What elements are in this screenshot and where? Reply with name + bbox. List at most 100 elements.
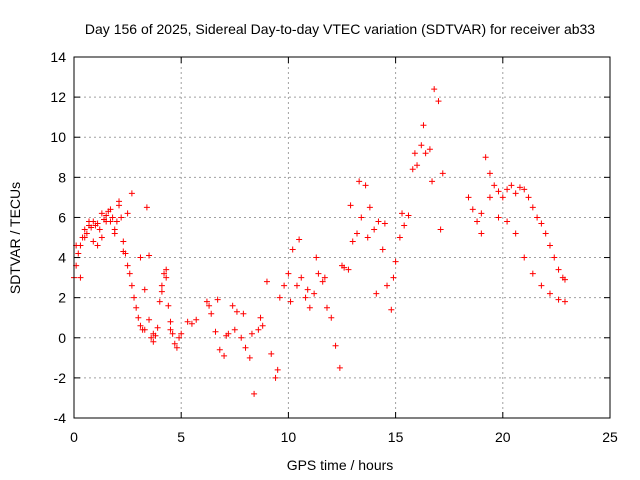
data-point bbox=[366, 204, 373, 211]
data-point bbox=[302, 294, 309, 301]
data-point bbox=[233, 308, 240, 315]
data-point bbox=[135, 314, 142, 321]
data-point bbox=[437, 226, 444, 233]
data-point bbox=[128, 282, 135, 289]
data-point bbox=[83, 230, 90, 237]
data-point bbox=[148, 334, 155, 341]
data-point bbox=[124, 262, 131, 269]
data-point bbox=[495, 188, 502, 195]
data-point bbox=[137, 322, 144, 329]
data-point bbox=[120, 238, 127, 245]
data-point bbox=[111, 230, 118, 237]
data-point bbox=[474, 218, 481, 225]
data-point bbox=[137, 254, 144, 261]
grid bbox=[74, 57, 610, 418]
data-point bbox=[214, 296, 221, 303]
x-tick-label: 0 bbox=[70, 429, 78, 445]
data-point bbox=[281, 282, 288, 289]
data-point bbox=[103, 218, 110, 225]
data-point bbox=[143, 204, 150, 211]
data-point bbox=[546, 242, 553, 249]
data-point bbox=[304, 286, 311, 293]
data-point bbox=[426, 146, 433, 153]
data-point bbox=[221, 352, 228, 359]
data-point bbox=[276, 294, 283, 301]
data-point bbox=[529, 270, 536, 277]
data-point bbox=[339, 262, 345, 269]
data-point bbox=[96, 226, 103, 233]
data-point bbox=[133, 304, 140, 311]
data-point bbox=[118, 214, 125, 221]
data-point bbox=[384, 282, 391, 289]
data-point bbox=[354, 230, 361, 237]
data-point bbox=[176, 334, 183, 341]
data-point bbox=[315, 270, 322, 277]
data-point bbox=[321, 274, 328, 281]
data-point bbox=[124, 210, 131, 217]
data-point bbox=[512, 230, 519, 237]
data-point bbox=[188, 320, 195, 327]
data-point bbox=[113, 218, 120, 225]
data-point bbox=[298, 274, 305, 281]
data-point bbox=[414, 162, 421, 169]
data-point bbox=[231, 326, 238, 333]
data-point bbox=[465, 194, 472, 201]
y-tick-label: -4 bbox=[54, 410, 67, 426]
x-tick-label: 25 bbox=[602, 429, 618, 445]
data-point bbox=[347, 202, 354, 209]
data-point bbox=[392, 258, 399, 265]
data-point bbox=[161, 270, 168, 277]
data-point bbox=[542, 230, 549, 237]
data-point bbox=[289, 246, 296, 253]
y-tick-label: 10 bbox=[50, 129, 66, 145]
data-point bbox=[163, 266, 170, 273]
data-point bbox=[313, 254, 320, 261]
data-point bbox=[439, 170, 446, 177]
y-tick-label: 8 bbox=[58, 169, 66, 185]
chart-title: Day 156 of 2025, Sidereal Day-to-day VTE… bbox=[85, 21, 595, 37]
data-point bbox=[242, 344, 249, 351]
data-point bbox=[375, 218, 382, 225]
data-point bbox=[229, 302, 236, 309]
data-point bbox=[156, 298, 163, 305]
y-tick-label: -2 bbox=[54, 370, 67, 386]
data-point bbox=[504, 218, 511, 225]
data-point bbox=[555, 296, 562, 303]
data-point bbox=[516, 184, 523, 191]
data-point bbox=[193, 316, 200, 323]
data-point bbox=[512, 190, 519, 197]
data-point bbox=[504, 186, 511, 193]
y-tick-label: 4 bbox=[58, 250, 66, 266]
data-point bbox=[561, 276, 568, 283]
data-marks bbox=[71, 86, 568, 397]
data-point bbox=[296, 236, 303, 243]
data-point bbox=[238, 334, 245, 341]
data-point bbox=[371, 226, 378, 233]
y-axis-label: SDTVAR / TECUs bbox=[7, 182, 23, 294]
data-point bbox=[405, 212, 412, 219]
x-tick-label: 20 bbox=[495, 429, 511, 445]
data-point bbox=[495, 214, 502, 221]
data-point bbox=[551, 254, 558, 261]
data-point bbox=[285, 270, 292, 277]
data-point bbox=[169, 330, 176, 337]
data-point bbox=[94, 220, 101, 227]
data-point bbox=[103, 212, 110, 219]
data-point bbox=[332, 342, 339, 349]
data-point bbox=[94, 242, 101, 249]
data-point bbox=[364, 234, 371, 241]
axis-ticks: 0 5 10 15 20 25 -4 -2 0 2 4 6 8 10 12 14 bbox=[50, 49, 618, 445]
data-point bbox=[259, 322, 266, 329]
data-point bbox=[257, 314, 264, 321]
data-point bbox=[116, 198, 123, 205]
data-point bbox=[538, 282, 545, 289]
data-point bbox=[255, 326, 262, 333]
data-point bbox=[223, 332, 230, 339]
data-point bbox=[538, 220, 545, 227]
data-point bbox=[126, 270, 133, 277]
data-point bbox=[482, 154, 489, 161]
data-point bbox=[525, 194, 532, 201]
data-point bbox=[418, 142, 425, 149]
data-point bbox=[246, 354, 253, 361]
